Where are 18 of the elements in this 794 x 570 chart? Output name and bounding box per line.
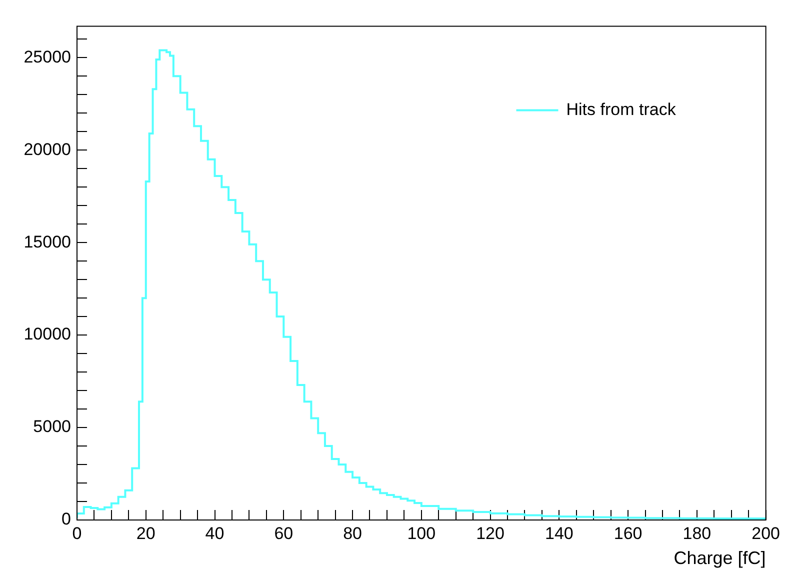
x-tick-label: 140 — [544, 524, 574, 543]
x-axis-title: Charge [fC] — [674, 548, 766, 568]
y-tick-label: 25000 — [24, 47, 71, 66]
x-tick-label: 20 — [136, 524, 156, 543]
x-tick-label: 100 — [407, 524, 436, 543]
x-tick-label: 120 — [476, 524, 504, 543]
legend-label: Hits from track — [566, 100, 676, 119]
x-tick-label: 40 — [205, 524, 224, 543]
x-tick-label: 200 — [752, 524, 780, 543]
x-tick-label: 180 — [682, 524, 712, 543]
y-tick-label: 15000 — [24, 232, 71, 252]
y-tick-label: 0 — [62, 510, 71, 529]
x-tick-label: 80 — [343, 524, 362, 543]
x-tick-label: 60 — [274, 524, 294, 543]
y-tick-label: 20000 — [24, 140, 71, 159]
y-tick-label: 5000 — [33, 417, 71, 436]
y-tick-label: 10000 — [24, 324, 71, 344]
x-tick-label: 160 — [614, 524, 642, 543]
